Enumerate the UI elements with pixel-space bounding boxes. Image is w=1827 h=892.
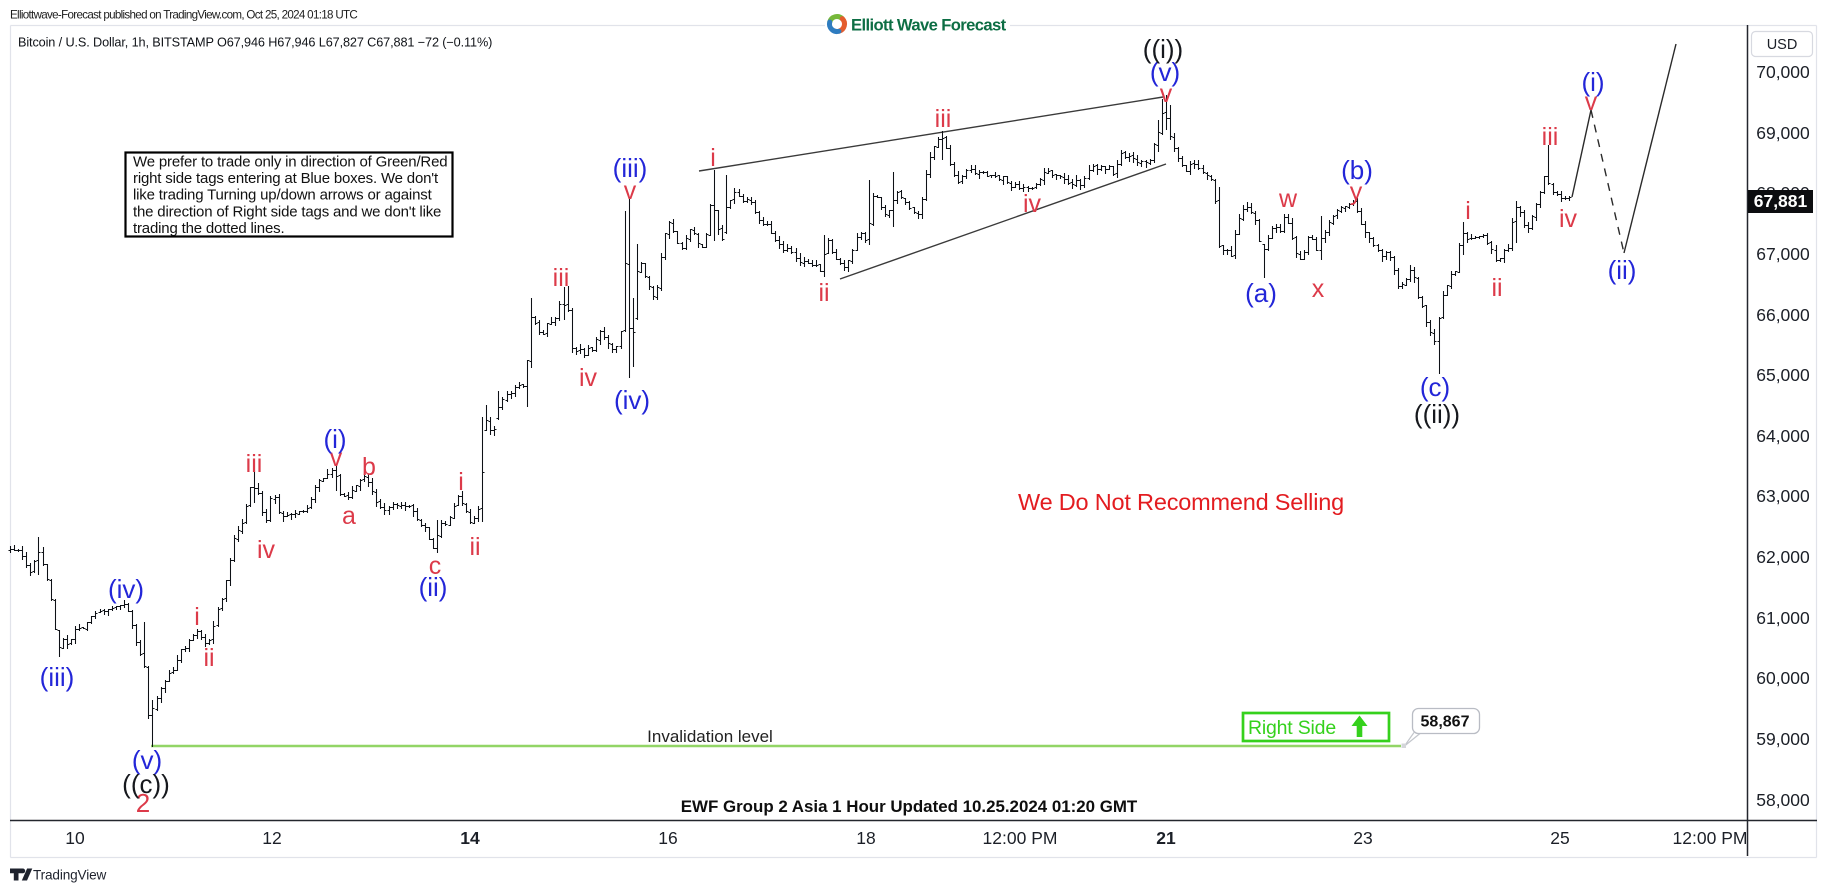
svg-text:x: x [1312, 275, 1325, 303]
svg-text:ii: ii [818, 279, 829, 307]
svg-text:64,000: 64,000 [1756, 426, 1810, 446]
svg-text:i: i [710, 144, 716, 172]
svg-text:23: 23 [1353, 828, 1372, 848]
svg-text:((c)): ((c)) [122, 769, 170, 799]
svg-text:iii: iii [553, 264, 570, 292]
svg-text:USD: USD [1767, 37, 1798, 53]
svg-text:(iv): (iv) [614, 385, 650, 415]
svg-text:iv: iv [579, 364, 598, 392]
svg-text:(ii): (ii) [419, 572, 448, 602]
svg-text:Invalidation level: Invalidation level [647, 727, 773, 746]
svg-text:70,000: 70,000 [1756, 62, 1810, 82]
svg-text:Bitcoin / U.S. Dollar, 1h, BIT: Bitcoin / U.S. Dollar, 1h, BITSTAMP O67,… [18, 36, 492, 50]
svg-text:21: 21 [1156, 828, 1176, 848]
svg-text:10: 10 [65, 828, 85, 848]
svg-text:iii: iii [1542, 123, 1559, 151]
svg-text:(i): (i) [1581, 67, 1604, 97]
svg-text:(a): (a) [1245, 278, 1277, 308]
svg-text:v: v [1160, 80, 1173, 108]
svg-text:((i)): ((i)) [1143, 34, 1183, 64]
svg-text:12:00 PM: 12:00 PM [1673, 828, 1748, 848]
svg-text:16: 16 [658, 828, 677, 848]
svg-text:Elliottwave-Forecast published: Elliottwave-Forecast published on Tradin… [10, 9, 357, 22]
svg-text:Elliott Wave Forecast: Elliott Wave Forecast [851, 16, 1007, 35]
svg-text:v: v [624, 177, 637, 205]
svg-text:y: y [1350, 178, 1363, 206]
svg-text:58,000: 58,000 [1756, 790, 1810, 810]
svg-text:(i): (i) [323, 424, 346, 454]
svg-text:ii: ii [469, 533, 480, 561]
svg-text:((ii)): ((ii)) [1414, 399, 1460, 429]
svg-text:67,881: 67,881 [1754, 191, 1808, 211]
svg-text:TradingView: TradingView [33, 868, 106, 883]
svg-text:(ii): (ii) [1608, 255, 1637, 285]
svg-text:62,000: 62,000 [1756, 547, 1810, 567]
svg-text:the direction of Right side ta: the direction of Right side tags and we … [133, 203, 441, 220]
svg-text:right side tags entering at Bl: right side tags entering at Blue boxes. … [133, 170, 439, 187]
svg-text:trading the dotted lines.: trading the dotted lines. [133, 220, 284, 237]
svg-text:ii: ii [203, 644, 214, 672]
svg-text:(c): (c) [1420, 372, 1450, 402]
svg-text:12:00 PM: 12:00 PM [983, 828, 1058, 848]
svg-text:(b): (b) [1341, 155, 1373, 185]
svg-text:60,000: 60,000 [1756, 668, 1810, 688]
svg-text:EWF Group 2 Asia 1 Hour Update: EWF Group 2 Asia 1 Hour Updated 10.25.20… [681, 797, 1138, 816]
svg-text:25: 25 [1550, 828, 1569, 848]
svg-text:(v): (v) [132, 745, 162, 775]
svg-text:Right Side: Right Side [1248, 717, 1336, 739]
svg-text:v: v [1585, 88, 1598, 116]
svg-text:(v): (v) [1150, 57, 1180, 87]
svg-text:61,000: 61,000 [1756, 608, 1810, 628]
svg-text:We prefer to trade only in dir: We prefer to trade only in direction of … [133, 154, 447, 171]
svg-text:12: 12 [262, 828, 281, 848]
svg-text:We Do Not Recommend Selling: We Do Not Recommend Selling [1018, 489, 1344, 515]
svg-text:(iv): (iv) [108, 574, 144, 604]
svg-text:(iii): (iii) [613, 153, 648, 183]
svg-text:c: c [429, 552, 442, 580]
svg-text:iii: iii [246, 450, 263, 478]
svg-text:v: v [330, 444, 343, 472]
svg-text:iv: iv [1023, 190, 1042, 218]
svg-text:69,000: 69,000 [1756, 123, 1810, 143]
svg-text:i: i [1465, 197, 1471, 225]
svg-text:66,000: 66,000 [1756, 305, 1810, 325]
svg-text:(iii): (iii) [40, 662, 75, 692]
svg-text:59,000: 59,000 [1756, 729, 1810, 749]
svg-text:iv: iv [257, 536, 276, 564]
svg-text:iv: iv [1559, 205, 1578, 233]
svg-text:67,000: 67,000 [1756, 244, 1810, 264]
svg-text:i: i [458, 468, 464, 496]
svg-text:18: 18 [856, 828, 875, 848]
svg-text:63,000: 63,000 [1756, 486, 1810, 506]
svg-text:i: i [194, 603, 200, 631]
svg-text:2: 2 [136, 788, 150, 818]
svg-text:b: b [362, 453, 376, 481]
svg-text:a: a [342, 502, 356, 530]
svg-text:14: 14 [460, 828, 480, 848]
svg-text:ii: ii [1491, 274, 1502, 302]
svg-text:65,000: 65,000 [1756, 365, 1810, 385]
svg-text:iii: iii [935, 105, 952, 133]
svg-text:58,867: 58,867 [1421, 714, 1470, 731]
svg-text:w: w [1278, 185, 1298, 213]
svg-text:like trading Turning up/down a: like trading Turning up/down arrows or a… [133, 187, 433, 204]
